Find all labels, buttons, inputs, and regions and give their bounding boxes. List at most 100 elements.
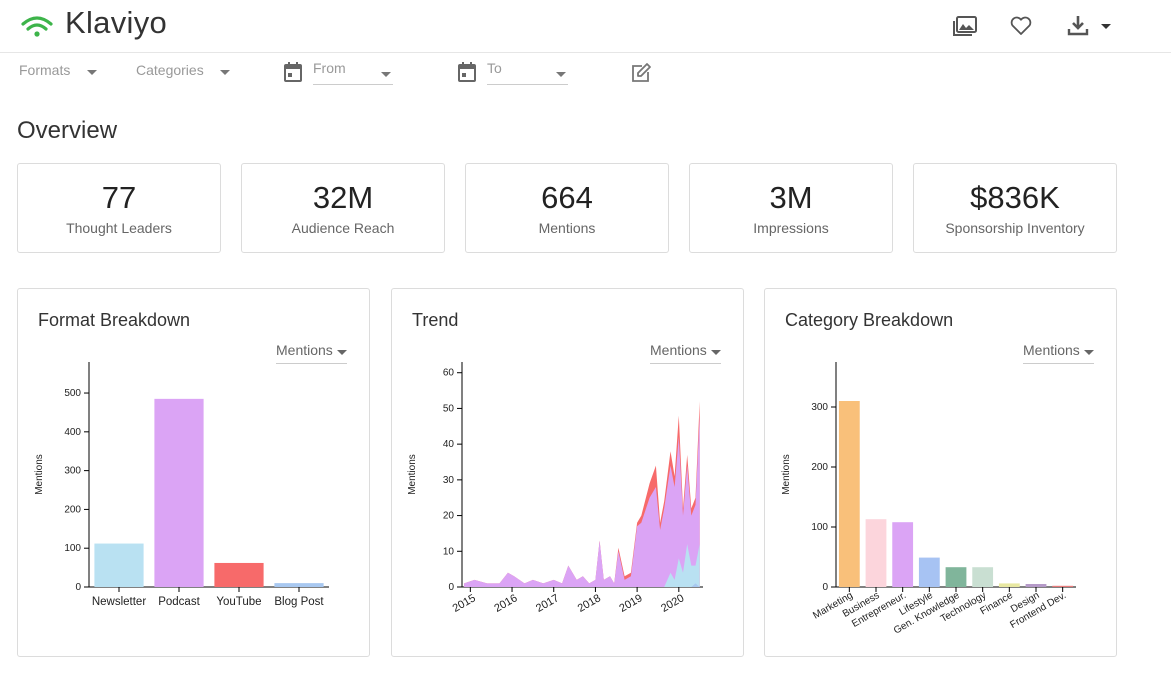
x-tick-label: 2018 bbox=[576, 592, 603, 615]
area-series-newsletter bbox=[464, 544, 700, 587]
kpi-label: Sponsorship Inventory bbox=[945, 220, 1085, 236]
metric-select-label: Mentions bbox=[1023, 342, 1080, 358]
trend-chart: 0 10 20 30 40 50 60 Mentions 2015 2016 2017 2018 201… bbox=[407, 362, 703, 615]
kpi-card-mentions: 664 Mentions bbox=[465, 163, 669, 253]
bar bbox=[892, 522, 914, 587]
y-tick-label: 400 bbox=[64, 427, 81, 438]
chevron-down-icon bbox=[711, 350, 721, 355]
panel-title: Format Breakdown bbox=[38, 310, 191, 330]
bar bbox=[1052, 585, 1074, 587]
format-breakdown-chart: 0 100 200 300 400 500 Mentions Newsletter Podcas… bbox=[34, 362, 329, 608]
kpi-value: 77 bbox=[101, 180, 137, 215]
download-icon[interactable] bbox=[1064, 12, 1092, 40]
y-tick-label: 300 bbox=[64, 466, 81, 477]
bar bbox=[154, 398, 204, 587]
format-breakdown-panel: Format Breakdown Mentions 0 100 200 300 400 5… bbox=[17, 288, 370, 657]
chevron-down-icon bbox=[556, 72, 566, 77]
y-axis-label: Mentions bbox=[34, 454, 45, 495]
bar bbox=[1025, 584, 1047, 587]
calendar-icon[interactable] bbox=[457, 61, 477, 83]
kpi-value: $836K bbox=[970, 180, 1060, 215]
bar bbox=[945, 567, 967, 587]
category-metric-select[interactable]: Mentions bbox=[1023, 342, 1094, 364]
y-tick-label: 50 bbox=[443, 403, 455, 414]
y-tick-label: 60 bbox=[443, 368, 455, 379]
kpi-card-thought-leaders: 77 Thought Leaders bbox=[17, 163, 221, 253]
y-tick-label: 0 bbox=[448, 582, 454, 593]
panel-title: Category Breakdown bbox=[785, 310, 954, 330]
kpi-label: Audience Reach bbox=[291, 220, 395, 236]
y-tick-label: 20 bbox=[443, 511, 455, 522]
bar bbox=[214, 562, 264, 587]
wifi-logo-icon bbox=[21, 16, 53, 37]
bar bbox=[865, 519, 887, 587]
category-breakdown-chart: 0100200300MentionsMarketingBusinessEntre… bbox=[781, 362, 1076, 637]
y-tick-label: 10 bbox=[443, 546, 455, 557]
y-tick-label: 200 bbox=[811, 462, 828, 473]
bar bbox=[274, 583, 324, 587]
edit-icon[interactable] bbox=[629, 62, 653, 84]
categories-filter-label: Categories bbox=[136, 62, 204, 78]
gallery-icon[interactable] bbox=[951, 12, 979, 40]
to-date-placeholder: To bbox=[487, 60, 502, 76]
x-tick-label: 2016 bbox=[492, 592, 519, 615]
y-tick-label: 100 bbox=[64, 543, 81, 554]
y-tick-label: 100 bbox=[811, 522, 828, 533]
kpi-label: Impressions bbox=[753, 220, 829, 236]
bar bbox=[838, 401, 860, 587]
kpi-card-impressions: 3M Impressions bbox=[689, 163, 893, 253]
y-axis-label: Mentions bbox=[781, 454, 792, 495]
y-tick-label: 300 bbox=[811, 402, 828, 413]
x-tick-label: 2019 bbox=[617, 592, 644, 615]
from-date-placeholder: From bbox=[313, 60, 346, 76]
heart-icon[interactable] bbox=[1007, 12, 1035, 40]
x-tick-label: 2015 bbox=[451, 592, 478, 615]
y-tick-label: 500 bbox=[64, 388, 81, 399]
y-tick-label: 200 bbox=[64, 504, 81, 515]
bar bbox=[94, 543, 144, 587]
metric-select-label: Mentions bbox=[276, 342, 333, 358]
kpi-label: Mentions bbox=[538, 220, 596, 236]
chevron-down-icon bbox=[1084, 350, 1094, 355]
y-tick-label: 0 bbox=[822, 582, 828, 593]
to-date-input[interactable]: To bbox=[487, 60, 568, 85]
y-tick-label: 0 bbox=[75, 582, 81, 593]
kpi-card-sponsorship-inventory: $836K Sponsorship Inventory bbox=[913, 163, 1117, 253]
kpi-card-audience-reach: 32M Audience Reach bbox=[241, 163, 445, 253]
app-title: Klaviyo bbox=[65, 5, 168, 40]
panel-title: Trend bbox=[412, 310, 459, 330]
bar bbox=[918, 557, 940, 587]
y-axis-label: Mentions bbox=[407, 454, 418, 495]
bar bbox=[998, 583, 1020, 587]
trend-panel: Trend Mentions 0 10 20 30 40 50 60 Mentions 2015… bbox=[391, 288, 744, 657]
chevron-down-icon bbox=[87, 70, 97, 75]
y-tick-label: 30 bbox=[443, 475, 455, 486]
chevron-down-icon bbox=[337, 350, 347, 355]
area-series-podcast bbox=[464, 415, 700, 587]
bar bbox=[972, 567, 994, 587]
kpi-value: 3M bbox=[769, 180, 813, 215]
formats-filter-label: Formats bbox=[19, 62, 71, 78]
format-metric-select[interactable]: Mentions bbox=[276, 342, 347, 364]
chevron-down-icon bbox=[220, 70, 230, 75]
chevron-down-icon bbox=[381, 72, 391, 77]
overview-title: Overview bbox=[17, 117, 118, 144]
trend-metric-select[interactable]: Mentions bbox=[650, 342, 721, 364]
y-tick-label: 40 bbox=[443, 439, 455, 450]
x-tick-label: Podcast bbox=[158, 596, 200, 608]
kpi-value: 664 bbox=[541, 180, 593, 215]
metric-select-label: Mentions bbox=[650, 342, 707, 358]
x-tick-label: YouTube bbox=[216, 596, 261, 608]
kpi-label: Thought Leaders bbox=[66, 220, 172, 236]
from-date-input[interactable]: From bbox=[313, 60, 393, 85]
chevron-down-icon[interactable] bbox=[1100, 23, 1112, 31]
formats-filter[interactable]: Formats bbox=[19, 62, 99, 78]
x-tick-label: Newsletter bbox=[92, 596, 146, 608]
categories-filter[interactable]: Categories bbox=[136, 62, 232, 78]
kpi-value: 32M bbox=[312, 180, 374, 215]
x-tick-label: Blog Post bbox=[274, 596, 324, 608]
x-tick-label: 2017 bbox=[534, 592, 561, 615]
calendar-icon[interactable] bbox=[283, 61, 303, 83]
app-header: Klaviyo bbox=[0, 0, 1171, 53]
category-breakdown-panel: Category Breakdown Mentions 0 100 200 300 Me… bbox=[764, 288, 1117, 657]
